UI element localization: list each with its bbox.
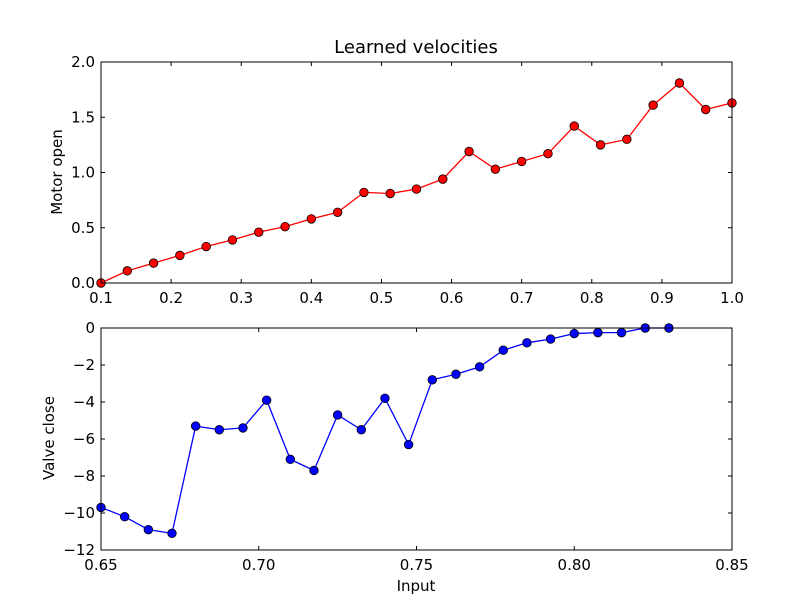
bottom-subplot: Input Valve close 0.65 0.70 0.75 0.80 0.85 −1…	[40, 319, 749, 595]
x-axis-label: Input	[397, 577, 436, 595]
top-data-point	[490, 164, 501, 174]
bottom-y-tick-label: −2	[73, 356, 95, 374]
top-y-tick-label: 0.0	[71, 274, 95, 292]
bottom-axis-ticks: 0.65 0.70 0.75 0.80 0.85 −12 −10 −8 −6 −4 −2 0	[63, 319, 748, 574]
bottom-data-point	[285, 454, 296, 465]
bottom-y-axis-label: Valve close	[40, 396, 58, 480]
bottom-x-tick-label: 0.65	[84, 556, 117, 574]
top-x-tick-label: 0.5	[370, 289, 394, 307]
top-axis-ticks: 0.1 0.2 0.3 0.4 0.5 0.6 0.7 0.8 0.9 1.0 0.0 0.5 1.0 1…	[71, 53, 744, 307]
top-data-point	[648, 100, 658, 110]
top-x-tick-label: 0.9	[650, 289, 674, 307]
top-data-point	[359, 187, 369, 198]
bottom-data-point	[427, 375, 437, 385]
chart-title: Learned velocities	[334, 37, 498, 58]
bottom-data-point	[238, 423, 248, 433]
bottom-data-point	[309, 465, 319, 476]
bottom-y-tick-label: 0	[85, 319, 95, 337]
bottom-data-point	[498, 345, 508, 355]
bottom-data-point	[261, 395, 272, 405]
top-data-point	[332, 207, 343, 217]
top-series	[96, 78, 737, 288]
bottom-data-point	[593, 327, 603, 338]
bottom-x-tick-label: 0.80	[558, 556, 591, 574]
top-y-tick-label: 1.0	[71, 164, 95, 182]
top-data-point	[122, 266, 132, 276]
bottom-y-tick-label: −8	[73, 467, 95, 485]
top-data-point	[306, 214, 317, 224]
top-data-point	[227, 235, 238, 245]
bottom-data-point	[545, 334, 556, 344]
bottom-y-tick-label: −4	[73, 393, 95, 411]
bottom-series	[96, 323, 674, 539]
bottom-data-point	[190, 421, 201, 431]
bottom-data-point	[569, 328, 579, 339]
top-data-point	[411, 184, 422, 194]
bottom-data-point	[356, 425, 366, 435]
bottom-data-point	[332, 410, 343, 420]
bottom-x-tick-label: 0.75	[400, 556, 433, 574]
bottom-data-point	[143, 524, 154, 535]
top-data-point	[622, 134, 632, 145]
top-x-tick-label: 1.0	[720, 289, 744, 307]
bottom-x-tick-label: 0.85	[715, 556, 748, 574]
bottom-y-tick-label: −6	[73, 430, 95, 448]
top-data-point	[280, 221, 290, 232]
bottom-data-point	[380, 393, 390, 404]
bottom-plot-frame	[100, 327, 733, 551]
top-data-point	[438, 174, 448, 184]
top-x-tick-label: 0.7	[510, 289, 534, 307]
top-data-point	[543, 149, 553, 159]
top-data-point	[385, 188, 395, 199]
top-data-point	[254, 227, 264, 237]
top-data-point	[175, 250, 185, 261]
top-x-tick-label: 0.2	[159, 289, 183, 307]
top-y-axis-label: Motor open	[48, 129, 66, 215]
bottom-y-tick-label: −12	[63, 541, 95, 559]
bottom-data-point	[119, 512, 130, 522]
bottom-data-point	[522, 338, 532, 348]
top-data-point	[464, 146, 474, 157]
top-data-point	[201, 241, 211, 252]
top-x-tick-label: 0.6	[440, 289, 464, 307]
top-y-tick-label: 0.5	[71, 219, 95, 237]
bottom-data-point	[214, 425, 225, 435]
top-x-tick-label: 0.8	[580, 289, 604, 307]
top-data-point	[148, 258, 159, 268]
bottom-data-point	[616, 327, 627, 338]
bottom-data-point	[167, 528, 177, 539]
top-data-point	[569, 121, 579, 131]
bottom-x-tick-label: 0.70	[242, 556, 275, 574]
top-y-tick-label: 2.0	[71, 53, 95, 71]
top-y-tick-label: 1.5	[71, 108, 95, 126]
bottom-data-point	[403, 439, 414, 450]
bottom-data-point	[451, 369, 461, 379]
top-plot-frame	[100, 61, 733, 284]
bottom-data-point	[474, 362, 485, 372]
top-subplot: Learned velocities Motor open 0.1 0.2 0.3 0…	[48, 37, 744, 307]
top-x-tick-label: 0.3	[229, 289, 253, 307]
top-x-tick-label: 0.1	[89, 289, 113, 307]
top-data-point	[595, 140, 606, 150]
bottom-y-tick-label: −10	[63, 504, 95, 522]
top-x-tick-label: 0.4	[299, 289, 323, 307]
top-data-point	[701, 104, 711, 115]
top-data-point	[674, 78, 685, 88]
top-data-point	[516, 156, 527, 167]
